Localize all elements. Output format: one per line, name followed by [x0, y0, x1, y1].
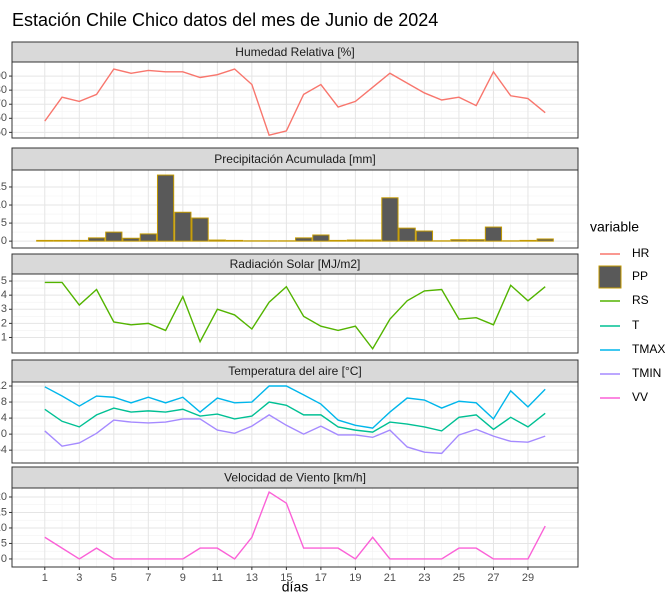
bar: [191, 217, 209, 242]
bar: [225, 239, 244, 242]
facet-title: Precipitación Acumulada [mm]: [214, 152, 375, 166]
legend-label: T: [632, 318, 640, 332]
y-tick-label: 0: [1, 235, 7, 247]
y-tick-label: 70: [0, 98, 7, 110]
legend-label: TMAX: [632, 342, 665, 356]
chart-title: Estación Chile Chico datos del mes de Ju…: [12, 10, 438, 30]
legend-label: PP: [632, 269, 648, 283]
bar: [536, 238, 554, 242]
y-tick-label: 20: [0, 491, 7, 503]
line: [44, 385, 546, 429]
y-tick-label: 0: [1, 553, 7, 565]
line: [44, 401, 546, 433]
x-tick-label: 15: [280, 572, 292, 584]
facet-title: Humedad Relativa [%]: [235, 45, 354, 59]
x-tick-label: 7: [145, 572, 151, 584]
x-tick-label: 9: [180, 572, 186, 584]
y-tick-label: 50: [0, 126, 7, 138]
bar: [381, 197, 399, 242]
y-tick-label: 4: [1, 412, 7, 424]
x-tick-label: 3: [76, 572, 82, 584]
x-tick-label: 23: [418, 572, 430, 584]
y-tick-label: 60: [0, 112, 7, 124]
y-tick-label: 5: [1, 217, 7, 229]
bar: [295, 237, 313, 242]
bar: [346, 239, 365, 242]
bar: [87, 237, 106, 242]
bar: [450, 239, 468, 242]
bar: [208, 239, 226, 242]
panel-border: [11, 169, 579, 249]
facet-title: Temperatura del aire [°C]: [228, 364, 362, 378]
y-tick-label: 15: [0, 181, 7, 193]
legend-key: [598, 265, 622, 289]
bar: [484, 226, 503, 242]
panel-border: [11, 487, 579, 568]
legend-title: variable: [590, 219, 639, 235]
y-tick-label: 2: [1, 317, 7, 329]
legend-label: RS: [632, 293, 649, 307]
line: [44, 414, 546, 455]
bar: [364, 239, 382, 242]
line: [44, 490, 546, 560]
x-tick-label: 17: [315, 572, 327, 584]
x-tick-label: 19: [349, 572, 361, 584]
panel-background: [12, 382, 578, 463]
y-tick-label: 4: [1, 289, 7, 301]
x-tick-label: 27: [487, 572, 499, 584]
y-tick-label: 5: [1, 537, 7, 549]
x-tick-label: 11: [212, 572, 223, 584]
bar: [519, 239, 537, 242]
y-tick-label: 5: [1, 275, 7, 287]
y-tick-label: 12: [0, 380, 7, 392]
bar: [329, 239, 347, 242]
x-tick-label: 21: [384, 572, 396, 584]
x-tick-label: 1: [42, 572, 48, 584]
x-tick-label: 29: [522, 572, 534, 584]
legend-label: HR: [632, 246, 650, 260]
y-tick-label: 1: [1, 331, 7, 343]
facet-title: Velocidad de Viento [km/h]: [224, 471, 366, 485]
bar: [467, 239, 485, 242]
legend-label: VV: [632, 390, 648, 404]
bar: [122, 237, 140, 242]
panel-background: [12, 274, 578, 353]
bar: [312, 234, 330, 242]
facet-title: Radiación Solar [MJ/m2]: [230, 257, 361, 271]
x-axis-label: días: [282, 579, 308, 595]
panel-border: [11, 61, 579, 139]
panel-border: [11, 381, 579, 464]
y-tick-label: 0: [1, 428, 7, 440]
bar: [174, 211, 192, 242]
y-tick-label: 10: [0, 522, 7, 534]
x-tick-label: 25: [453, 572, 465, 584]
legend-label: TMIN: [632, 366, 661, 380]
x-tick-label: 5: [111, 572, 117, 584]
line: [44, 68, 546, 137]
bar: [36, 239, 54, 242]
bar: [415, 230, 434, 242]
x-tick-label: 13: [246, 572, 258, 584]
y-tick-label: 90: [0, 70, 7, 82]
y-tick-label: 80: [0, 84, 7, 96]
y-tick-label: 10: [0, 199, 7, 211]
bar: [53, 239, 71, 242]
y-tick-label: -4: [0, 444, 7, 456]
bar: [398, 227, 416, 242]
y-tick-label: 8: [1, 396, 7, 408]
bar: [70, 239, 88, 242]
bar: [105, 231, 123, 242]
bar: [139, 233, 157, 242]
panel-border: [11, 273, 579, 354]
y-tick-label: 15: [0, 506, 7, 518]
y-tick-label: 3: [1, 303, 7, 315]
bar: [156, 174, 175, 242]
line: [44, 281, 546, 351]
